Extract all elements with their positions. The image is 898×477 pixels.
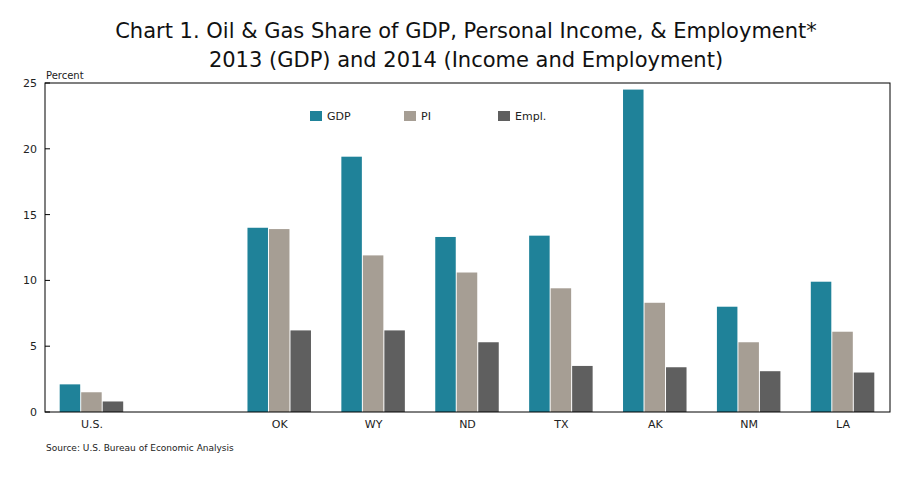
bar <box>717 307 738 412</box>
bar <box>60 384 81 412</box>
bar <box>832 332 853 412</box>
bar <box>529 236 550 412</box>
bar <box>623 90 644 412</box>
bar <box>103 401 124 412</box>
y-tick <box>45 346 50 347</box>
bar <box>457 273 478 412</box>
source-note: Source: U.S. Bureau of Economic Analysis <box>46 443 234 453</box>
bar <box>384 330 405 412</box>
bar <box>551 288 572 412</box>
x-tick-label: ND <box>459 418 476 431</box>
bar <box>341 157 362 412</box>
legend-label: PI <box>421 110 431 123</box>
bar <box>290 330 311 412</box>
bar <box>854 373 875 412</box>
y-tick-label: 0 <box>30 406 37 419</box>
bar <box>645 303 666 412</box>
chart: Chart 1. Oil & Gas Share of GDP, Persona… <box>0 0 898 477</box>
bar <box>572 366 593 412</box>
x-tick-label: AK <box>648 418 664 431</box>
bar <box>247 228 268 412</box>
bar <box>363 255 384 412</box>
bar <box>81 392 102 412</box>
x-tick-label: OK <box>272 418 289 431</box>
y-tick-label: 15 <box>23 209 37 222</box>
title: Chart 1. Oil & Gas Share of GDP, Persona… <box>115 19 817 43</box>
x-tick-label: TX <box>553 418 569 431</box>
bar <box>811 282 832 412</box>
x-tick-label: LA <box>836 418 850 431</box>
y-axis-label: Percent <box>46 70 84 81</box>
legend-swatch <box>404 111 416 121</box>
bar <box>760 371 781 412</box>
legend-swatch <box>310 111 322 121</box>
x-tick-label: NM <box>740 418 758 431</box>
x-tick-label: WY <box>365 418 383 431</box>
legend-label: Empl. <box>515 110 546 123</box>
y-tick-label: 20 <box>23 143 37 156</box>
y-tick-label: 25 <box>23 77 37 90</box>
y-tick <box>45 280 50 281</box>
legend-swatch <box>498 111 510 121</box>
bar <box>435 237 456 412</box>
bar <box>738 342 759 412</box>
bar <box>666 367 687 412</box>
y-tick <box>45 148 50 149</box>
subtitle: 2013 (GDP) and 2014 (Income and Employme… <box>209 48 723 72</box>
legend-label: GDP <box>327 110 351 123</box>
y-tick-label: 10 <box>23 274 37 287</box>
chart-svg: Chart 1. Oil & Gas Share of GDP, Persona… <box>0 0 898 477</box>
bars <box>60 90 875 412</box>
y-tick <box>45 214 50 215</box>
plot-frame <box>45 83 890 412</box>
x-tick-label: U.S. <box>81 418 103 431</box>
y-tick-label: 5 <box>30 340 37 353</box>
bar <box>478 342 499 412</box>
bar <box>269 229 290 412</box>
